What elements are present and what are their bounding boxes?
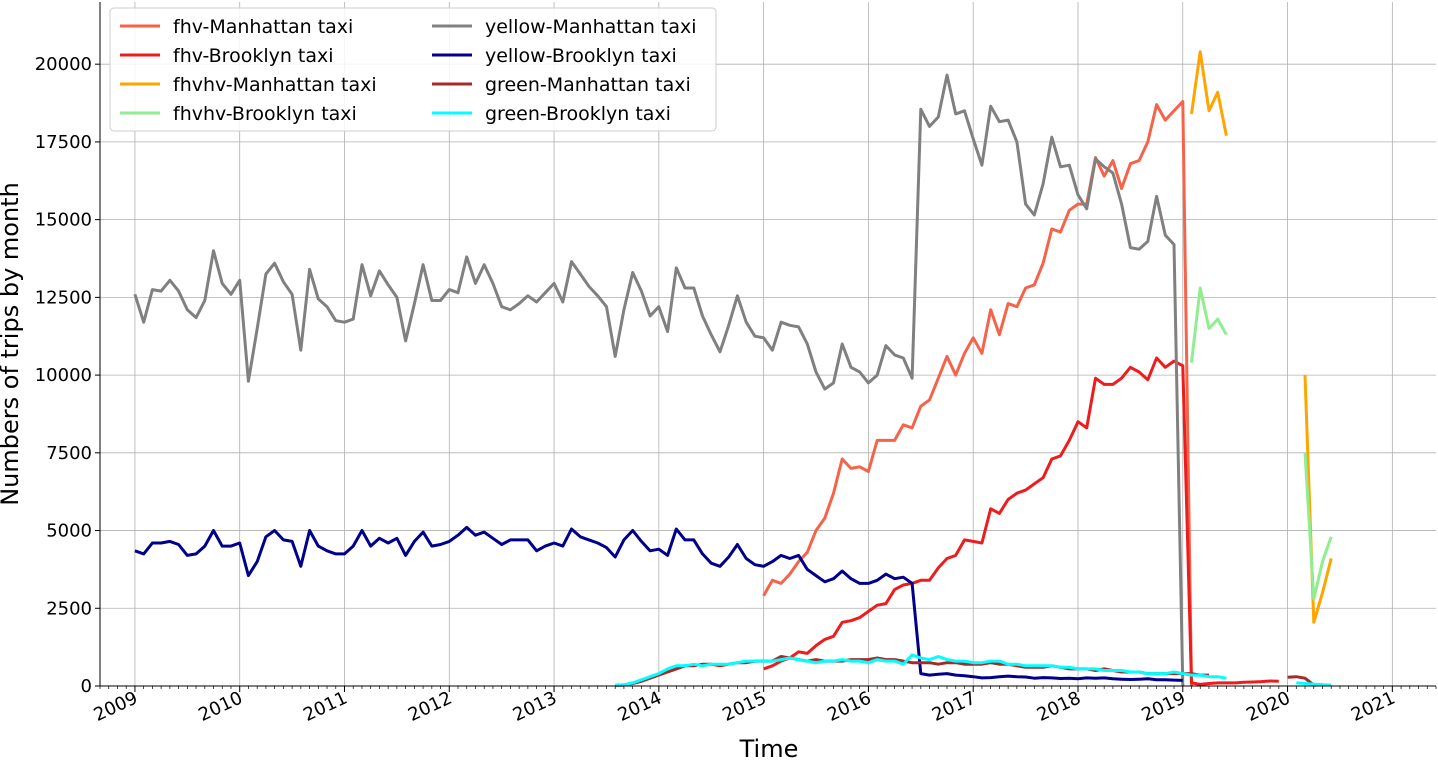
y-axis-title: Numbers of trips by month [0, 182, 24, 506]
yellow-brooklyn-taxi-line [134, 525, 1183, 682]
fhv-brooklyn-taxi-line [763, 356, 1279, 686]
x-tick-label: 2015 [719, 687, 769, 725]
fhv-manhattan-taxi-line [762, 100, 1193, 687]
legend-label: green-Manhattan taxi [485, 74, 691, 96]
x-tick-label: 2019 [1138, 687, 1188, 725]
y-tick-label: 10000 [35, 365, 92, 386]
y-tick-label: 17500 [35, 132, 92, 153]
y-tick-label: 7500 [46, 443, 92, 464]
legend: fhv-Manhattan taxi fhv-Brooklyn taxi fhvhv… [109, 7, 717, 132]
y-tick-label: 2500 [46, 598, 92, 619]
legend-label: green-Brooklyn taxi [485, 103, 671, 125]
legend-label: fhv-Manhattan taxi [173, 16, 353, 38]
x-tick-label: 2009 [91, 687, 141, 725]
x-tick-label: 2021 [1348, 687, 1398, 725]
legend-label: fhvhv-Brooklyn taxi [173, 103, 357, 125]
x-tick-label: 2013 [510, 687, 560, 725]
legend-label: yellow-Manhattan taxi [485, 16, 697, 38]
yellow-manhattan-taxi-line [133, 73, 1185, 687]
fhvhv-manhattan-taxi-line-segment [1303, 375, 1333, 624]
series-lines [133, 50, 1333, 687]
x-tick-label: 2020 [1243, 687, 1293, 725]
x-tick-label: 2012 [405, 687, 455, 725]
y-tick-label: 15000 [35, 210, 92, 231]
fhvhv-brooklyn-taxi-line-segment [1303, 452, 1333, 601]
y-tick-label: 0 [81, 676, 92, 697]
fhvhv-manhattan-taxi-line [1190, 50, 1228, 136]
x-axis-title: Time [739, 735, 799, 762]
x-tick-label: 2014 [615, 687, 665, 725]
y-tick-label: 20000 [35, 54, 92, 75]
legend-label: fhvhv-Manhattan taxi [173, 74, 377, 96]
x-tick-label: 2010 [195, 687, 245, 725]
x-tick-label: 2018 [1034, 687, 1084, 725]
fhvhv-brooklyn-taxi-line [1190, 286, 1228, 363]
green-brooklyn-taxi-line-segment [1296, 681, 1332, 687]
y-tick-label: 5000 [46, 521, 92, 542]
tick-labels: 0 2500 5000 7500 10000 12500 15000 17500 20000 20… [35, 54, 1399, 726]
x-tick-label: 2017 [929, 687, 979, 725]
y-tick-label: 12500 [35, 287, 92, 308]
legend-label: yellow-Brooklyn taxi [485, 45, 677, 67]
x-tick-label: 2011 [300, 687, 350, 725]
legend-label: fhv-Brooklyn taxi [173, 45, 334, 67]
legend-box [109, 7, 717, 132]
axes [95, 2, 1437, 692]
x-tick-label: 2016 [824, 687, 874, 725]
green-brooklyn-taxi-line [615, 653, 1227, 687]
